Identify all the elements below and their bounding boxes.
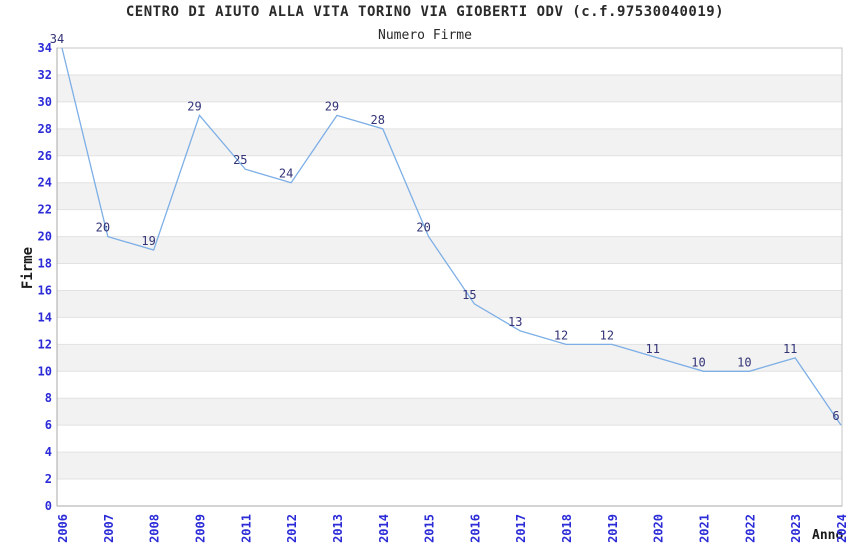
y-tick-label: 30 xyxy=(38,95,52,109)
plot-band xyxy=(57,101,842,129)
y-tick-label: 28 xyxy=(38,122,52,136)
plot-band xyxy=(57,48,842,75)
data-point-label: 15 xyxy=(462,288,476,302)
data-point-label: 11 xyxy=(783,342,797,356)
plot-band xyxy=(57,371,842,399)
data-point-label: 29 xyxy=(187,99,201,113)
plot-band xyxy=(57,344,842,372)
y-tick-label: 22 xyxy=(38,203,52,217)
data-line xyxy=(61,47,842,426)
data-point-label: 10 xyxy=(691,355,705,369)
y-tick-label: 8 xyxy=(45,391,52,405)
y-tick-label: 32 xyxy=(38,68,52,82)
x-axis-title: Anno xyxy=(812,528,844,543)
data-point-label: 19 xyxy=(141,234,155,248)
x-tick-label: 2006 xyxy=(56,514,70,543)
y-tick-label: 26 xyxy=(38,149,52,163)
x-tick-label: 2021 xyxy=(698,514,712,543)
data-point-label: 29 xyxy=(325,99,339,113)
x-tick-label: 2009 xyxy=(193,514,207,543)
data-point-label: 24 xyxy=(279,167,293,181)
plot-band xyxy=(57,317,842,345)
x-tick-label: 2020 xyxy=(652,514,666,543)
x-tick-label: 2018 xyxy=(560,514,574,543)
plot-band xyxy=(57,398,842,426)
y-tick-label: 4 xyxy=(45,445,52,459)
y-tick-label: 10 xyxy=(38,364,52,378)
y-tick-label: 24 xyxy=(38,176,52,190)
plot-band xyxy=(57,236,842,264)
x-tick-label: 2008 xyxy=(148,514,162,543)
x-tick-label: 2012 xyxy=(285,514,299,543)
y-tick-label: 34 xyxy=(38,41,52,55)
plot-band xyxy=(57,182,842,210)
y-tick-label: 16 xyxy=(38,283,52,297)
data-point-label: 13 xyxy=(508,315,522,329)
x-tick-label: 2023 xyxy=(789,514,803,543)
plot-band xyxy=(57,479,842,506)
data-point-label: 12 xyxy=(554,328,568,342)
x-tick-label: 2017 xyxy=(514,514,528,543)
x-tick-label: 2013 xyxy=(331,514,345,543)
y-tick-label: 14 xyxy=(38,310,52,324)
plot-band xyxy=(57,452,842,480)
x-tick-label: 2016 xyxy=(468,514,482,543)
x-tick-label: 2011 xyxy=(239,514,253,543)
x-tick-label: 2022 xyxy=(743,514,757,543)
x-tick-label: 2024 xyxy=(835,514,849,543)
y-tick-label: 2 xyxy=(45,472,52,486)
x-tick-label: 2014 xyxy=(377,514,391,543)
y-tick-label: 12 xyxy=(38,337,52,351)
data-point-label: 10 xyxy=(737,355,751,369)
x-tick-label: 2007 xyxy=(102,514,116,543)
data-point-label: 34 xyxy=(50,32,64,46)
chart-title: CENTRO DI AIUTO ALLA VITA TORINO VIA GIO… xyxy=(125,4,725,20)
x-tick-label: 2019 xyxy=(606,514,620,543)
data-point-label: 6 xyxy=(832,409,839,423)
y-tick-label: 18 xyxy=(38,257,52,271)
data-point-label: 12 xyxy=(600,328,614,342)
data-point-label: 20 xyxy=(96,221,110,235)
plot-band xyxy=(57,290,842,318)
y-tick-label: 20 xyxy=(38,230,52,244)
plot-band xyxy=(57,425,842,453)
plot-band xyxy=(57,209,842,237)
chart-subtitle: Numero Firme xyxy=(378,28,472,43)
data-point-label: 20 xyxy=(416,221,430,235)
data-point-label: 25 xyxy=(233,153,247,167)
y-tick-label: 6 xyxy=(45,418,52,432)
data-point-label: 28 xyxy=(371,113,385,127)
plot-band xyxy=(57,155,842,183)
plot-band xyxy=(57,74,842,102)
x-tick-label: 2015 xyxy=(423,514,437,543)
data-point-label: 11 xyxy=(645,342,659,356)
plot-band xyxy=(57,128,842,156)
y-tick-label: 0 xyxy=(45,499,52,513)
